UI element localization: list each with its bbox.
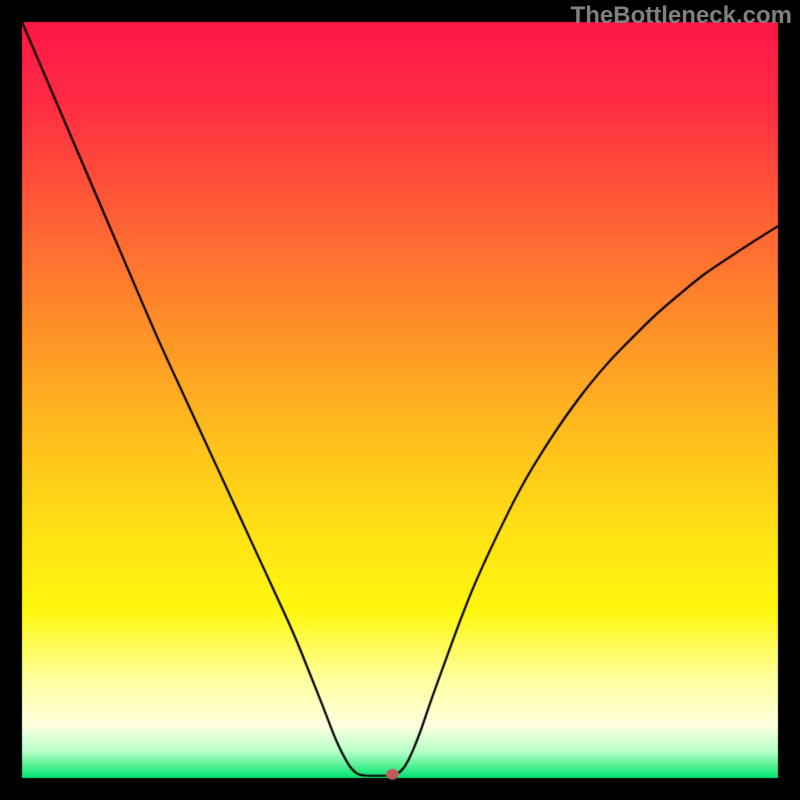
- chart-root: { "meta": { "watermark_text": "TheBottle…: [0, 0, 800, 800]
- bottleneck-chart: [0, 0, 800, 800]
